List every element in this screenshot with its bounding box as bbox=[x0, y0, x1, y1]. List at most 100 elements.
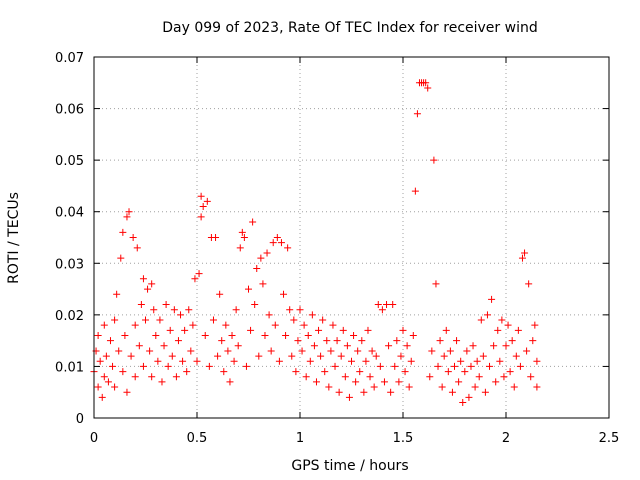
data-point bbox=[366, 373, 374, 381]
data-point bbox=[222, 321, 230, 329]
data-point bbox=[203, 197, 211, 205]
data-point bbox=[142, 316, 149, 324]
data-point bbox=[374, 301, 382, 309]
axis-ticks: 0 0.5 1 1.5 2 2.5 0 0.01 0.02 0.03 0.04 0.05 0.06 0.0… bbox=[55, 51, 619, 446]
data-point bbox=[393, 337, 401, 345]
data-point bbox=[168, 352, 176, 360]
data-point bbox=[284, 244, 292, 252]
data-point bbox=[335, 388, 343, 396]
data-point bbox=[399, 326, 407, 334]
data-point bbox=[267, 347, 275, 355]
data-point bbox=[296, 306, 304, 314]
data-point bbox=[405, 383, 413, 391]
data-point bbox=[127, 352, 135, 360]
data-point bbox=[109, 362, 117, 370]
data-point bbox=[121, 331, 129, 339]
data-point bbox=[508, 337, 516, 345]
data-point bbox=[242, 362, 250, 370]
data-point bbox=[434, 362, 442, 370]
data-point bbox=[135, 342, 143, 350]
data-point bbox=[523, 347, 531, 355]
y-tick-label: 0 bbox=[76, 412, 84, 427]
data-point bbox=[226, 378, 234, 386]
data-point bbox=[329, 321, 337, 329]
data-point bbox=[403, 342, 411, 350]
data-point bbox=[144, 285, 152, 293]
x-tick-label: 2.5 bbox=[599, 431, 620, 446]
data-point bbox=[343, 342, 351, 350]
data-point bbox=[106, 337, 114, 345]
data-point bbox=[228, 331, 236, 339]
data-point bbox=[407, 357, 415, 365]
data-point bbox=[333, 337, 341, 345]
data-point bbox=[197, 192, 205, 200]
y-tick-label: 0.03 bbox=[55, 257, 84, 272]
data-point bbox=[325, 383, 333, 391]
data-point bbox=[195, 270, 203, 278]
data-point bbox=[277, 239, 285, 247]
data-point bbox=[280, 290, 288, 298]
data-point bbox=[139, 362, 147, 370]
data-point bbox=[212, 234, 220, 241]
data-point bbox=[216, 290, 224, 298]
data-point bbox=[162, 301, 170, 309]
x-tick-label: 2 bbox=[502, 431, 510, 446]
data-point bbox=[117, 254, 125, 262]
data-point bbox=[261, 331, 269, 339]
data-point bbox=[119, 228, 127, 236]
data-point bbox=[199, 203, 207, 211]
x-axis-label: GPS time / hours bbox=[291, 458, 408, 474]
data-point bbox=[191, 275, 199, 283]
data-point bbox=[275, 357, 283, 365]
y-tick-label: 0.04 bbox=[55, 206, 84, 221]
data-point bbox=[457, 357, 465, 365]
data-point bbox=[269, 239, 277, 247]
data-point bbox=[282, 331, 290, 339]
data-point bbox=[459, 399, 467, 407]
data-point bbox=[214, 352, 222, 360]
data-point bbox=[488, 295, 496, 303]
data-point bbox=[111, 383, 119, 391]
data-point bbox=[451, 362, 458, 370]
y-axis-label: ROTI / TECUs bbox=[6, 192, 22, 284]
data-point bbox=[94, 331, 102, 339]
data-point bbox=[123, 388, 131, 396]
data-point bbox=[158, 378, 166, 386]
y-tick-label: 0.05 bbox=[55, 154, 84, 169]
data-point bbox=[164, 362, 172, 370]
data-point bbox=[426, 373, 434, 381]
data-point bbox=[387, 388, 395, 396]
data-point bbox=[413, 110, 421, 118]
data-point bbox=[372, 352, 380, 360]
data-point bbox=[471, 383, 479, 391]
data-point bbox=[249, 218, 257, 226]
y-tick-label: 0.07 bbox=[55, 51, 84, 66]
data-point bbox=[502, 342, 510, 350]
data-point bbox=[436, 337, 444, 345]
data-point bbox=[265, 311, 273, 319]
data-point bbox=[125, 208, 133, 216]
data-point bbox=[465, 393, 473, 401]
data-point bbox=[236, 244, 244, 252]
data-point bbox=[317, 352, 325, 360]
data-point bbox=[321, 368, 329, 376]
data-point bbox=[481, 388, 489, 396]
data-point bbox=[306, 357, 314, 365]
data-point bbox=[179, 357, 187, 365]
data-point bbox=[300, 321, 308, 329]
data-point bbox=[378, 306, 386, 314]
data-point bbox=[100, 373, 108, 381]
data-point bbox=[409, 331, 417, 339]
data-points bbox=[90, 79, 541, 407]
data-point bbox=[238, 228, 246, 236]
data-point bbox=[319, 316, 327, 324]
data-point bbox=[463, 347, 471, 355]
data-point bbox=[96, 357, 104, 365]
data-point bbox=[339, 326, 347, 334]
data-point bbox=[516, 362, 524, 370]
data-point bbox=[510, 383, 518, 391]
data-point bbox=[360, 388, 368, 396]
data-point bbox=[308, 311, 316, 319]
data-point bbox=[494, 326, 502, 334]
data-point bbox=[119, 368, 127, 376]
